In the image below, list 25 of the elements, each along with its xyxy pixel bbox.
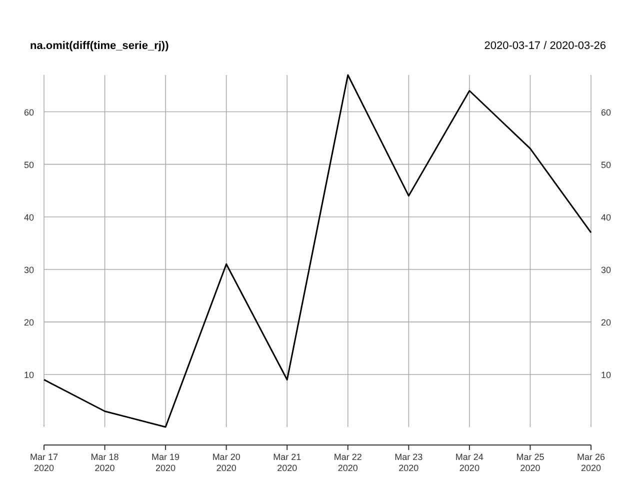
y2-tick-label: 60: [601, 107, 612, 118]
y2-tick-label: 20: [601, 317, 612, 328]
x-tick-label: Mar 17 2020: [30, 452, 58, 473]
x-tick-label: Mar 19 2020: [152, 452, 180, 473]
chart-subtitle: 2020-03-17 / 2020-03-26: [484, 40, 606, 52]
y2-tick-label: 50: [601, 160, 612, 170]
y2-tick-label: 30: [601, 264, 612, 275]
y2-tick-label: 40: [601, 212, 612, 222]
x-tick-label: Mar 21 2020: [273, 452, 302, 473]
x-tick-label: Mar 23 2020: [394, 452, 423, 473]
x-tick-label: Mar 25 2020: [516, 452, 544, 473]
y-tick-label: 30: [24, 264, 34, 275]
y2-tick-label: 10: [601, 370, 612, 380]
x-tick-label: Mar 26 2020: [576, 452, 606, 473]
x-tick-label: Mar 22 2020: [334, 452, 362, 473]
x-tick-label: Mar 24 2020: [455, 452, 484, 473]
y-tick-label: 10: [24, 370, 34, 380]
line-series: [43, 74, 592, 428]
y-tick-label: 20: [24, 317, 34, 328]
y-tick-label: 40: [24, 212, 34, 222]
x-tick-label: Mar 18 2020: [90, 452, 119, 473]
x-tick-label: Mar 20 2020: [212, 452, 240, 473]
y-tick-label: 50: [24, 160, 34, 170]
y-tick-label: 60: [24, 107, 34, 118]
chart-title: na.omit(diff(time_serie_rj)): [30, 40, 170, 52]
